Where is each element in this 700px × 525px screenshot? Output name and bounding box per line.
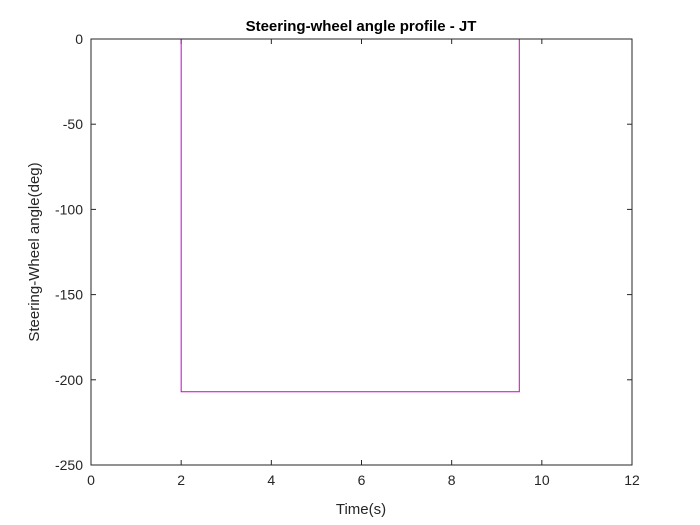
y-tick-label: -250 (55, 457, 83, 473)
axis-ticks: 0 2 4 6 8 10 12 0 -50 -100 -150 -200 -250 (55, 31, 640, 488)
y-tick-label: -50 (63, 116, 83, 132)
chart-title: Steering-wheel angle profile - JT (246, 18, 477, 35)
x-tick-label: 2 (177, 472, 185, 488)
y-tick-label: -200 (55, 372, 83, 388)
y-axis-label: Steering-Wheel angle(deg) (26, 162, 43, 341)
plot-area (91, 39, 632, 465)
x-tick-label: 6 (358, 472, 366, 488)
x-axis-label: Time(s) (336, 501, 386, 518)
x-tick-label: 4 (267, 472, 275, 488)
x-tick-label: 8 (448, 472, 456, 488)
y-tick-label: -150 (55, 287, 83, 303)
x-tick-label: 10 (534, 472, 550, 488)
plot-frame (90, 38, 633, 466)
x-tick-label: 12 (624, 472, 640, 488)
y-tick-label: 0 (75, 31, 83, 47)
x-tick-label: 0 (87, 472, 95, 488)
y-tick-label: -100 (55, 201, 83, 217)
